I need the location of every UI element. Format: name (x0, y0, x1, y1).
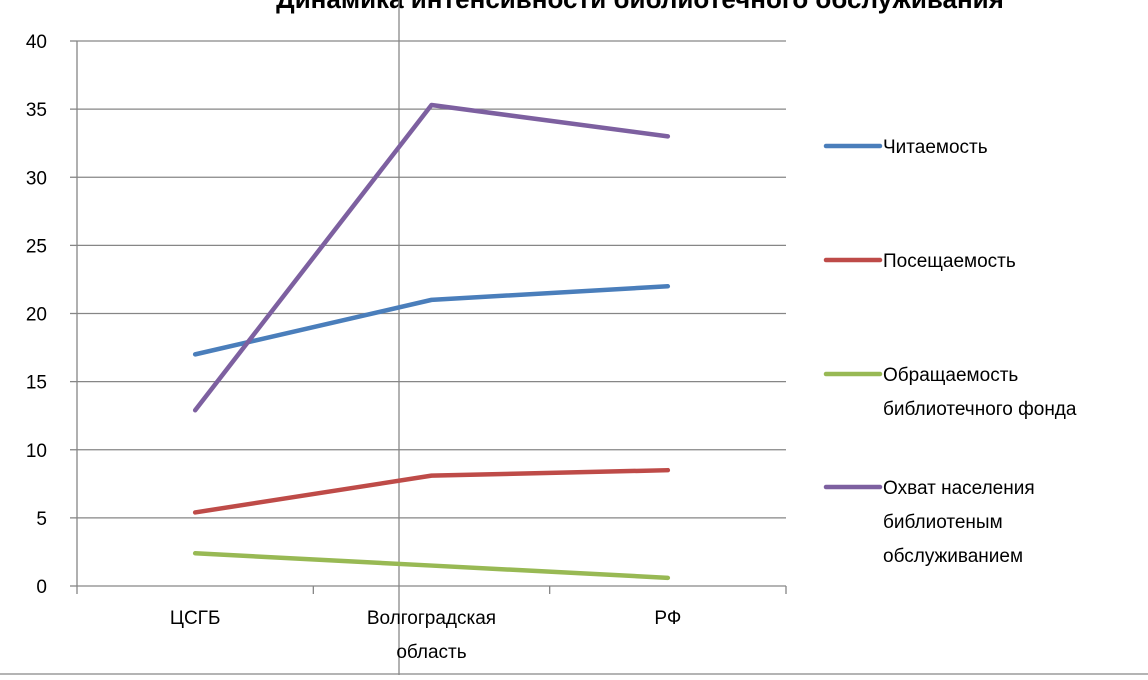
y-tick-label: 35 (26, 100, 47, 121)
y-tick-label: 10 (26, 441, 47, 462)
y-tick-label: 20 (26, 305, 47, 326)
y-tick-label: 30 (26, 168, 47, 189)
x-category-label-line: область (396, 642, 466, 663)
legend-label-line: Охват населения (883, 478, 1035, 499)
series-line (192, 467, 671, 515)
y-tick-label: 15 (26, 373, 47, 394)
legend-label-line: Посещаемость (883, 251, 1016, 272)
chart-title: Динамика интенсивности библиотечного обс… (276, 0, 1004, 14)
y-tick-label: 40 (26, 32, 47, 53)
x-category-label: ЦСГБ (170, 608, 221, 629)
y-tick-label: 25 (26, 236, 47, 257)
legend-label-line: обслуживанием (883, 546, 1023, 567)
x-category-label-line: ЦСГБ (170, 608, 221, 629)
series-line (192, 551, 671, 581)
legend-entry: Охват населения библиотеным обслуживанием (883, 478, 1035, 567)
legend-entry: Посещаемость (883, 251, 1016, 272)
legend-entry: Обращаемость библиотечного фонда (883, 365, 1077, 420)
y-tick-label: 5 (36, 509, 47, 530)
x-category-label: РФ (654, 608, 681, 629)
series-line (192, 284, 671, 357)
series-line (192, 102, 671, 413)
x-category-label: Волгоградская область (367, 608, 496, 663)
legend-entry: Читаемость (883, 137, 988, 158)
y-tick-label: 0 (36, 577, 47, 598)
legend-label-line: Обращаемость (883, 365, 1018, 386)
legend-label-line: библиотеным (883, 512, 1003, 533)
x-category-label-line: Волгоградская (367, 608, 496, 629)
x-category-label-line: РФ (654, 608, 681, 629)
legend-label-line: библиотечного фонда (883, 399, 1077, 420)
legend-label-line: Читаемость (883, 137, 988, 158)
